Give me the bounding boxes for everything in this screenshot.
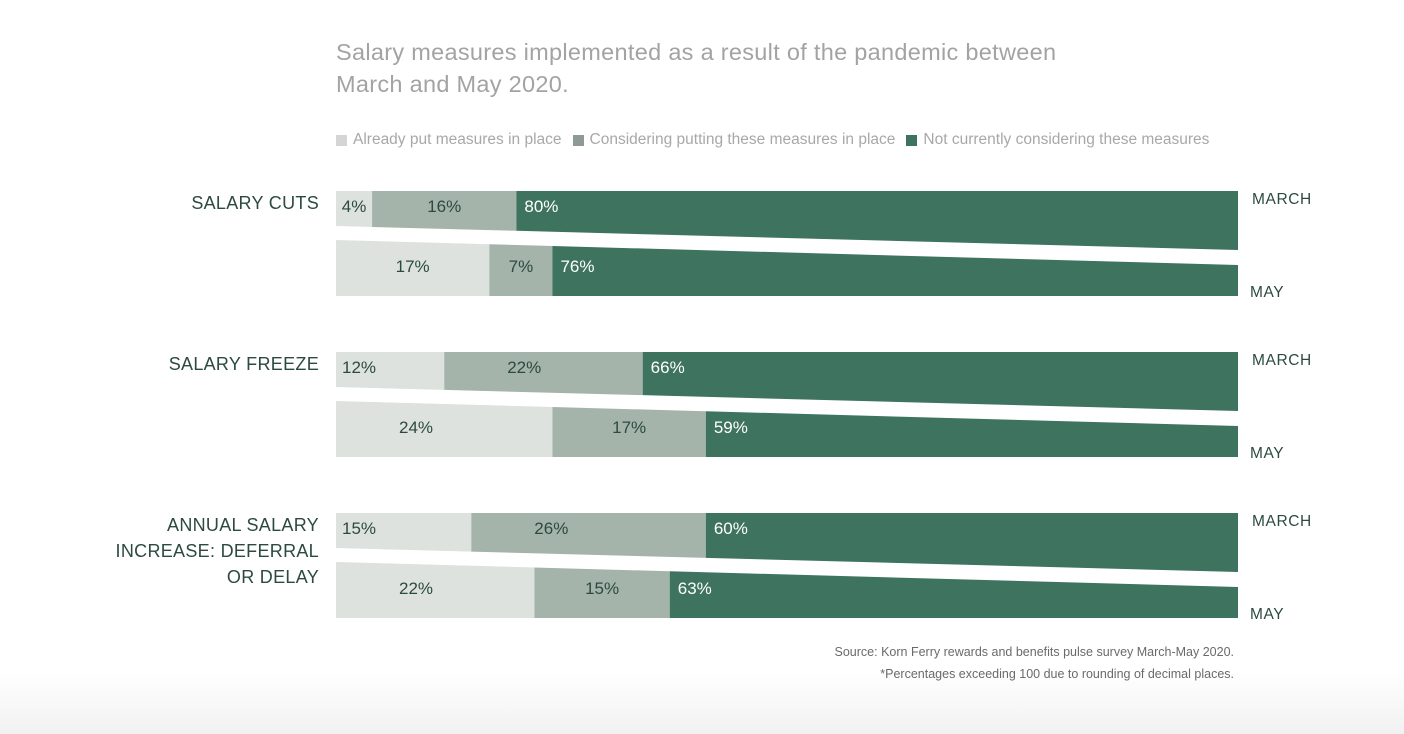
bar-segment (669, 571, 1238, 618)
data-label: 22% (507, 358, 541, 377)
data-label: 15% (585, 579, 619, 598)
bar-segment (534, 567, 670, 618)
data-label: 66% (651, 358, 685, 377)
data-label: 26% (534, 519, 568, 538)
rounding-note: *Percentages exceeding 100 due to roundi… (880, 667, 1234, 681)
period-label: MARCH (1252, 352, 1312, 369)
bar-segment (336, 191, 373, 227)
bar-segment (552, 407, 706, 457)
category-label: OR DELAY (227, 567, 319, 587)
data-label: 7% (509, 257, 534, 276)
bar-segment (705, 411, 1238, 457)
period-label: MARCH (1252, 191, 1312, 208)
category-label: INCREASE: DEFERRAL (116, 541, 319, 561)
bar-segment (642, 352, 1238, 411)
bar-segment (489, 244, 553, 296)
chart-title-line-1: Salary measures implemented as a result … (336, 39, 1057, 65)
bar-segment (336, 401, 553, 457)
source-note: Source: Korn Ferry rewards and benefits … (834, 645, 1234, 659)
category-label: ANNUAL SALARY (167, 515, 319, 535)
data-label: 17% (396, 257, 430, 276)
period-label: MAY (1250, 606, 1284, 623)
legend-label-not-considering: Not currently considering these measures (923, 131, 1210, 148)
period-label: MAY (1250, 284, 1284, 301)
data-label: 24% (399, 418, 433, 437)
category-label: SALARY FREEZE (169, 354, 319, 374)
legend: Already put measures in place Considerin… (336, 130, 1220, 150)
data-label: 4% (342, 197, 367, 216)
bar-segment (336, 240, 490, 296)
data-label: 16% (427, 197, 461, 216)
bar-segment (336, 513, 472, 552)
data-label: 76% (560, 257, 594, 276)
legend-swatch-already (336, 134, 347, 146)
data-label: 15% (342, 519, 376, 538)
data-label: 60% (714, 519, 748, 538)
legend-label-considering: Considering putting these measures in pl… (589, 131, 896, 148)
bar-segment (471, 513, 706, 558)
data-label: 22% (399, 579, 433, 598)
data-label: 17% (612, 418, 646, 437)
data-label: 80% (524, 197, 558, 216)
chart-title: Salary measures implemented as a result … (336, 36, 1156, 100)
period-label: MARCH (1252, 513, 1312, 530)
chart-title-line-2: March and May 2020. (336, 71, 569, 97)
data-label: 59% (714, 418, 748, 437)
legend-item-already: Already put measures in place (336, 131, 562, 149)
bar-segment (552, 246, 1238, 296)
legend-swatch-considering (572, 134, 584, 146)
data-label: 12% (342, 358, 376, 377)
category-group: SALARY CUTS 4% 16% 80% MARCH 17% 7% 76% MAY (191, 191, 1312, 301)
bar-segment (336, 352, 445, 390)
category-group: ANNUAL SALARY INCREASE: DEFERRAL OR DELAY 1… (116, 513, 1312, 623)
legend-label-already: Already put measures in place (353, 131, 562, 148)
category-group: SALARY FREEZE 12% 22% 66% MARCH 24% 17% 59% MAY (169, 352, 1312, 462)
period-label: MAY (1250, 445, 1284, 462)
legend-item-not-considering: Not currently considering these measures (906, 131, 1209, 149)
data-label: 63% (678, 579, 712, 598)
bar-segment (444, 352, 643, 396)
bar-segment (516, 191, 1238, 250)
category-label: SALARY CUTS (191, 193, 319, 213)
legend-swatch-not-considering (906, 134, 918, 146)
bar-segment (372, 191, 517, 231)
bar-segment (336, 562, 535, 618)
legend-item-considering: Considering putting these measures in pl… (572, 131, 896, 149)
bar-segment (705, 513, 1238, 572)
